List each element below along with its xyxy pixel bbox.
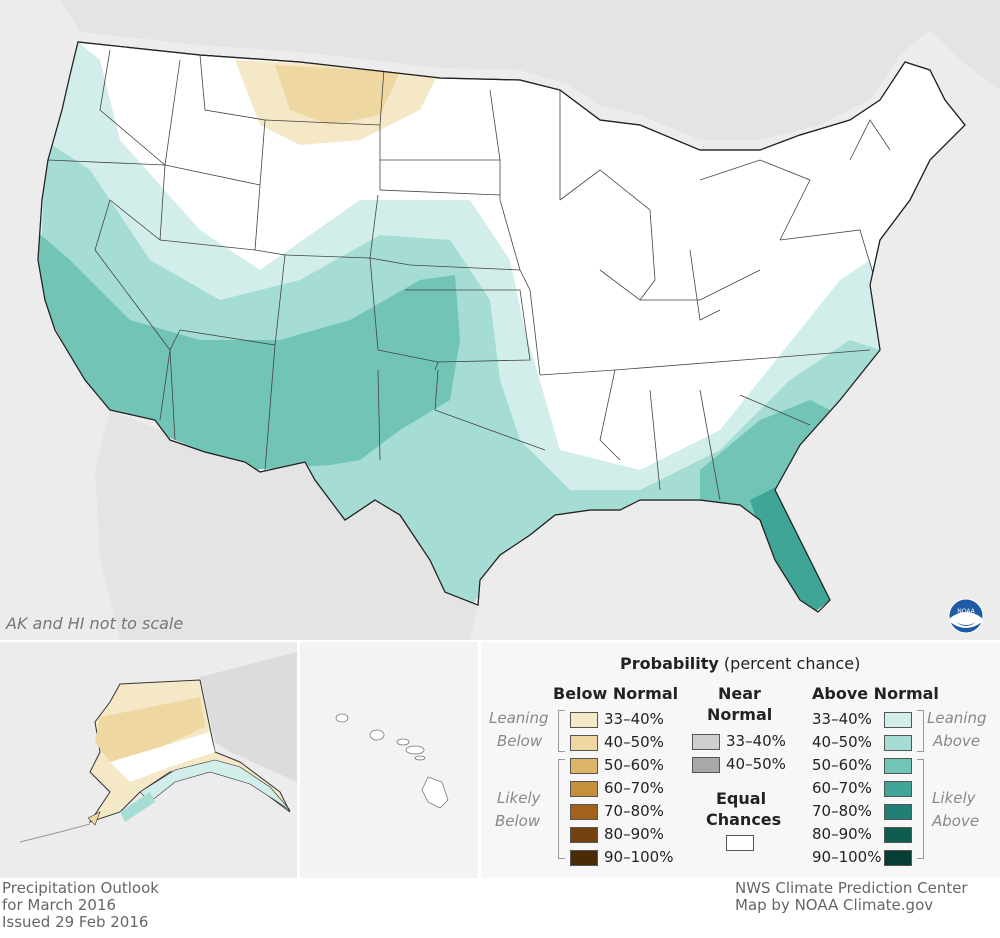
below-normal-heading: Below Normal <box>553 684 679 703</box>
above-normal-swatch-2 <box>884 735 912 751</box>
likely-below-label-1: Likely <box>497 789 541 807</box>
outlook-title: Precipitation Outlook <box>2 879 159 897</box>
above-normal-swatch-6 <box>884 827 912 843</box>
above-normal-label-3: 50–60% <box>812 756 872 774</box>
alaska-map-svg <box>0 642 297 878</box>
above-normal-label-1: 33–40% <box>812 710 872 728</box>
equal-chances-1: Equal <box>716 789 767 808</box>
likely-above-label-1: Likely <box>932 789 976 807</box>
credit-climate-gov: Map by NOAA Climate.gov <box>735 896 934 914</box>
noaa-logo-icon: NOAA <box>948 598 984 634</box>
outlook-issued: Issued 29 Feb 2016 <box>2 913 149 931</box>
above-normal-label-7: 90–100% <box>812 848 882 866</box>
near-normal-swatch-2 <box>692 757 720 773</box>
conus-map: AK and HI not to scale NOAA <box>0 0 1000 640</box>
probability-bands <box>38 42 880 612</box>
above-normal-label-4: 60–70% <box>812 779 872 797</box>
above-normal-label-5: 70–80% <box>812 802 872 820</box>
footer-left: Precipitation Outlook for March 2016 Iss… <box>2 880 159 931</box>
above-normal-label-6: 80–90% <box>812 825 872 843</box>
below-normal-swatch-4 <box>570 781 598 797</box>
near-normal-label-2: 40–50% <box>726 755 786 773</box>
below-normal-label-4: 60–70% <box>604 779 664 797</box>
below-normal-label-6: 80–90% <box>604 825 664 843</box>
mexico-land <box>95 410 478 640</box>
alaska-inset <box>0 642 297 878</box>
above-normal-heading: Above Normal <box>812 684 939 703</box>
likely-below-label-2: Below <box>495 812 541 830</box>
leaning-above-label-1: Leaning <box>927 709 987 727</box>
below-normal-swatch-7 <box>570 850 598 866</box>
above-normal-swatch-4 <box>884 781 912 797</box>
equal-chances-2: Chances <box>706 810 782 829</box>
below-normal-label-1: 33–40% <box>604 710 664 728</box>
likely-above-label-2: Above <box>932 812 980 830</box>
below-normal-swatch-2 <box>570 735 598 751</box>
near-normal-heading-1: Near <box>718 684 761 703</box>
above-normal-label-2: 40–50% <box>812 733 872 751</box>
below-normal-label-5: 70–80% <box>604 802 664 820</box>
below-normal-label-2: 40–50% <box>604 733 664 751</box>
legend-title: Probability (percent chance) <box>620 654 861 673</box>
canada-land <box>200 652 297 782</box>
leaning-below-label-1: Leaning <box>489 709 549 727</box>
conus-map-svg <box>0 0 1000 640</box>
legend: Probability (percent chance) Below Norma… <box>481 642 1000 878</box>
likely-below-bracket <box>558 759 565 859</box>
state-borders <box>47 49 891 501</box>
leaning-below-label-2: Below <box>497 732 543 750</box>
below-normal-swatch-3 <box>570 758 598 774</box>
noaa-logo-text: NOAA <box>957 608 975 615</box>
above-normal-swatch-1 <box>884 712 912 728</box>
likely-above-bracket <box>917 759 924 859</box>
above-normal-swatch-3 <box>884 758 912 774</box>
below-normal-swatch-6 <box>570 827 598 843</box>
below-normal-label-7: 90–100% <box>604 848 674 866</box>
credit-cpc: NWS Climate Prediction Center <box>735 879 968 897</box>
hawaii-inset <box>300 642 478 878</box>
below-normal-swatch-5 <box>570 804 598 820</box>
above-normal-swatch-5 <box>884 804 912 820</box>
below-normal-label-3: 50–60% <box>604 756 664 774</box>
above-normal-swatch-7 <box>884 850 912 866</box>
near-normal-swatch-1 <box>692 734 720 750</box>
hawaii-map-svg <box>335 713 449 809</box>
equal-chances-swatch <box>726 835 754 851</box>
leaning-above-bracket <box>917 710 924 752</box>
outlook-period: for March 2016 <box>2 896 117 914</box>
below-normal-swatch-1 <box>570 712 598 728</box>
near-normal-heading-2: Normal <box>707 705 773 724</box>
leaning-below-bracket <box>558 710 565 752</box>
footer-right: NWS Climate Prediction Center Map by NOA… <box>735 880 968 914</box>
near-normal-label-1: 33–40% <box>726 732 786 750</box>
leaning-above-label-2: Above <box>933 732 981 750</box>
scale-note: AK and HI not to scale <box>6 614 184 633</box>
canada-land <box>0 0 1000 140</box>
